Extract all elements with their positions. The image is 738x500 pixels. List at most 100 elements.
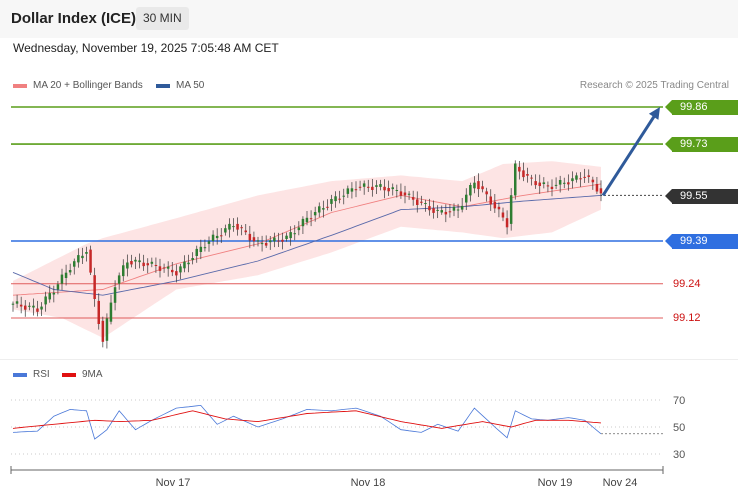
candle-body [236, 223, 239, 230]
candle-body [146, 263, 149, 266]
candle-body [126, 262, 129, 269]
legend-ma20: MA 20 + Bollinger Bands [13, 80, 143, 91]
candle-body [150, 261, 154, 264]
candle-body [542, 182, 546, 184]
candle-body [52, 292, 56, 295]
candle-body [526, 174, 529, 176]
level-tag-99-39: 99.39 [665, 234, 738, 249]
candle-body [191, 258, 194, 261]
candle-body [309, 218, 313, 220]
candle-body [122, 265, 125, 277]
candle-body [85, 252, 88, 254]
candle-body [211, 234, 215, 241]
candle-body [591, 179, 595, 183]
candle-body [215, 235, 219, 239]
candle-body [305, 217, 309, 223]
candle-body [68, 270, 72, 273]
panel-separator [0, 359, 738, 360]
candle-body [411, 197, 415, 200]
candle-body [93, 275, 96, 299]
candle-body [183, 261, 186, 269]
candle-body [579, 178, 582, 180]
rsi-tick-label: 70 [673, 395, 685, 407]
x-tick-label: Nov 18 [351, 477, 386, 489]
candle-body [244, 230, 247, 233]
rsi-9ma-line [12, 410, 602, 429]
candle-body [89, 249, 92, 273]
chart-subtitle-date: Wednesday, November 19, 2025 7:05:48 AM … [13, 41, 279, 55]
level-label-99-24: 99.24 [673, 278, 701, 290]
bollinger-band-area [13, 161, 601, 338]
candle-body [73, 261, 76, 267]
candle-body [371, 186, 374, 190]
candle-body [558, 180, 562, 185]
candle-body [105, 318, 109, 341]
projection-arrow-line [601, 114, 657, 197]
candle-body [24, 305, 27, 310]
candle-body [56, 284, 60, 290]
candle-body [338, 198, 341, 200]
candle-body [301, 218, 305, 227]
candle-body [60, 274, 64, 284]
candle-body [571, 178, 574, 182]
candle-body [277, 240, 280, 242]
legend-ma50-swatch [156, 83, 170, 88]
candle-body [195, 248, 198, 256]
candle-body [77, 255, 80, 263]
candle-body [81, 255, 84, 259]
candle-body [264, 243, 268, 246]
candle-body [575, 175, 578, 180]
candle-body [281, 239, 284, 242]
legend-ma20-label: MA 20 + Bollinger Bands [33, 80, 143, 91]
candle-body [232, 226, 235, 228]
candle-body [11, 303, 15, 305]
x-tick-label: Nov 24 [603, 477, 638, 489]
candle-body [175, 271, 178, 276]
candle-body [534, 181, 537, 186]
candle-body [285, 235, 288, 239]
candle-body [587, 175, 590, 177]
candle-body [473, 182, 476, 189]
level-tag-99-55: 99.55 [665, 189, 738, 204]
legend-ma20-swatch [13, 83, 27, 88]
candle-body [583, 176, 586, 178]
candle-body [318, 206, 321, 213]
candle-body [554, 184, 558, 186]
candle-body [440, 210, 443, 213]
candle-body [550, 186, 554, 189]
candle-body [456, 209, 460, 211]
timeframe-badge[interactable]: 30 MIN [136, 7, 189, 30]
candle-body [367, 186, 370, 188]
candle-body [330, 199, 333, 204]
candle-body [489, 196, 492, 205]
chart-title: Dollar Index (ICE) [11, 10, 137, 27]
candle-body [113, 287, 117, 303]
candle-body [36, 308, 39, 312]
candle-body [518, 166, 521, 172]
candle-body [44, 296, 47, 305]
chart-header [0, 0, 738, 38]
candle-body [514, 163, 517, 196]
candle-body [199, 246, 203, 252]
candle-body [109, 302, 113, 322]
candle-body [162, 267, 166, 269]
legend-rsi: RSI [13, 369, 50, 380]
candle-body [138, 260, 141, 263]
candle-body [220, 235, 223, 237]
candle-body [465, 194, 468, 203]
candle-body [171, 269, 174, 273]
candle-body [407, 193, 411, 195]
candle-body [505, 218, 509, 228]
candle-body [342, 195, 345, 197]
candle-body [599, 188, 603, 194]
legend-9ma-swatch [62, 372, 76, 377]
candle-body [322, 208, 325, 210]
candle-body [207, 241, 211, 244]
legend-9ma: 9MA [62, 369, 103, 380]
candle-body [19, 304, 23, 307]
candle-body [273, 237, 276, 242]
candle-body [432, 208, 435, 213]
level-label-99-12: 99.12 [673, 312, 701, 324]
rsi-tick-label: 50 [673, 422, 685, 434]
level-tag-99-86: 99.86 [665, 100, 738, 115]
